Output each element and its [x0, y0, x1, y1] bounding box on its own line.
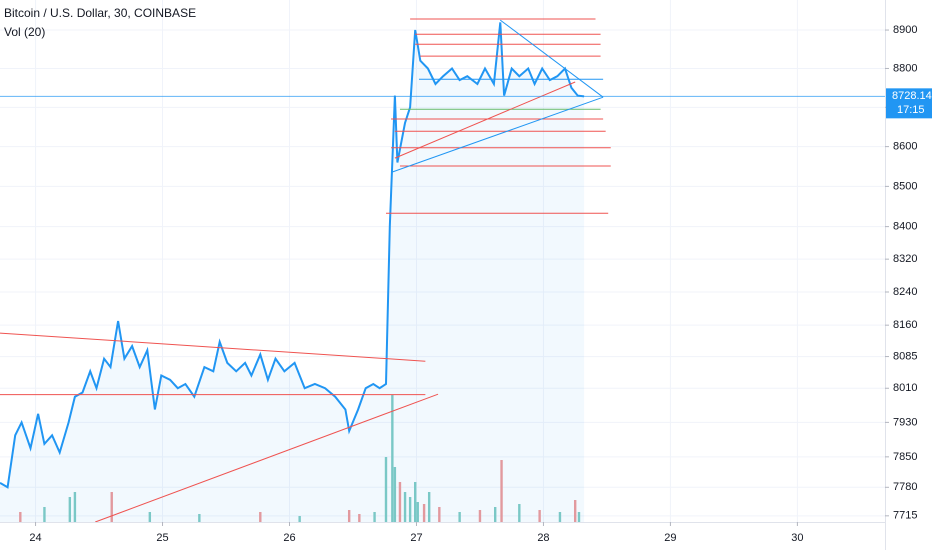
trend-line — [392, 96, 604, 173]
y-tick-label: 8500 — [893, 180, 917, 192]
countdown-label: 17:15 — [897, 104, 925, 116]
volume-bar — [358, 514, 361, 522]
trend-line — [394, 81, 576, 159]
volume-bar — [403, 492, 407, 522]
volume-bar — [573, 500, 577, 522]
y-tick-label: 8010 — [893, 382, 917, 394]
y-tick-label: 7850 — [893, 451, 917, 463]
volume-bar — [198, 514, 201, 522]
volume-bar — [298, 516, 301, 522]
volume-bar — [416, 502, 419, 522]
y-tick-label: 8320 — [893, 253, 917, 265]
volume-bar — [68, 497, 72, 522]
volume-bar — [391, 395, 394, 522]
volume-bar — [478, 510, 482, 522]
x-tick-label: 29 — [664, 532, 676, 544]
volume-bar — [384, 457, 388, 522]
volume-bar — [538, 510, 541, 522]
volume-bar — [73, 492, 77, 522]
x-tick-label: 26 — [283, 532, 295, 544]
trend-line — [0, 332, 426, 362]
volume-bar — [19, 512, 22, 522]
y-tick-label: 8800 — [893, 62, 917, 74]
volume-bar — [398, 482, 402, 522]
chart-title: Bitcoin / U.S. Dollar, 30, COINBASE — [4, 6, 196, 20]
y-tick-label: 8600 — [893, 141, 917, 153]
y-tick-label: 8085 — [893, 350, 917, 362]
volume-bar — [500, 460, 503, 522]
volume-bar — [414, 482, 417, 522]
y-tick-label: 8400 — [893, 221, 917, 233]
area-fill — [0, 22, 585, 523]
volume-bar — [458, 512, 461, 522]
y-tick-label: 8160 — [893, 319, 917, 331]
price-label: 8728.14 — [892, 90, 932, 102]
y-tick-label: 7715 — [893, 510, 917, 522]
volume-bar — [558, 512, 562, 522]
volume-bar — [427, 492, 431, 522]
volume-bar — [148, 512, 152, 522]
volume-title: Vol (20) — [4, 25, 45, 39]
x-tick-label: 28 — [537, 532, 549, 544]
volume-bar — [438, 507, 441, 522]
volume-bar — [43, 507, 46, 522]
volume-bar — [518, 504, 521, 522]
x-tick-label: 30 — [791, 532, 803, 544]
y-tick-label: 8240 — [893, 286, 917, 298]
plot — [0, 0, 885, 523]
volume-bar — [259, 512, 262, 522]
volume-bar — [577, 512, 581, 522]
volume-bar — [422, 504, 426, 522]
price-label-box — [886, 88, 932, 119]
trend-line — [95, 393, 439, 523]
y-tick-label: 7780 — [893, 481, 917, 493]
volume-bar — [347, 510, 351, 522]
volume-bar — [393, 467, 397, 522]
x-tick-label: 24 — [29, 532, 41, 544]
y-tick-label: 8900 — [893, 24, 917, 36]
x-tick-label: 25 — [156, 532, 168, 544]
x-tick-label: 27 — [410, 532, 422, 544]
volume-bar — [373, 512, 376, 522]
trend-line — [499, 19, 604, 98]
volume-bar — [408, 497, 412, 522]
volume-bar — [493, 507, 497, 522]
volume-bar — [110, 492, 113, 522]
price-line — [0, 22, 585, 489]
y-tick-label: 7930 — [893, 416, 917, 428]
